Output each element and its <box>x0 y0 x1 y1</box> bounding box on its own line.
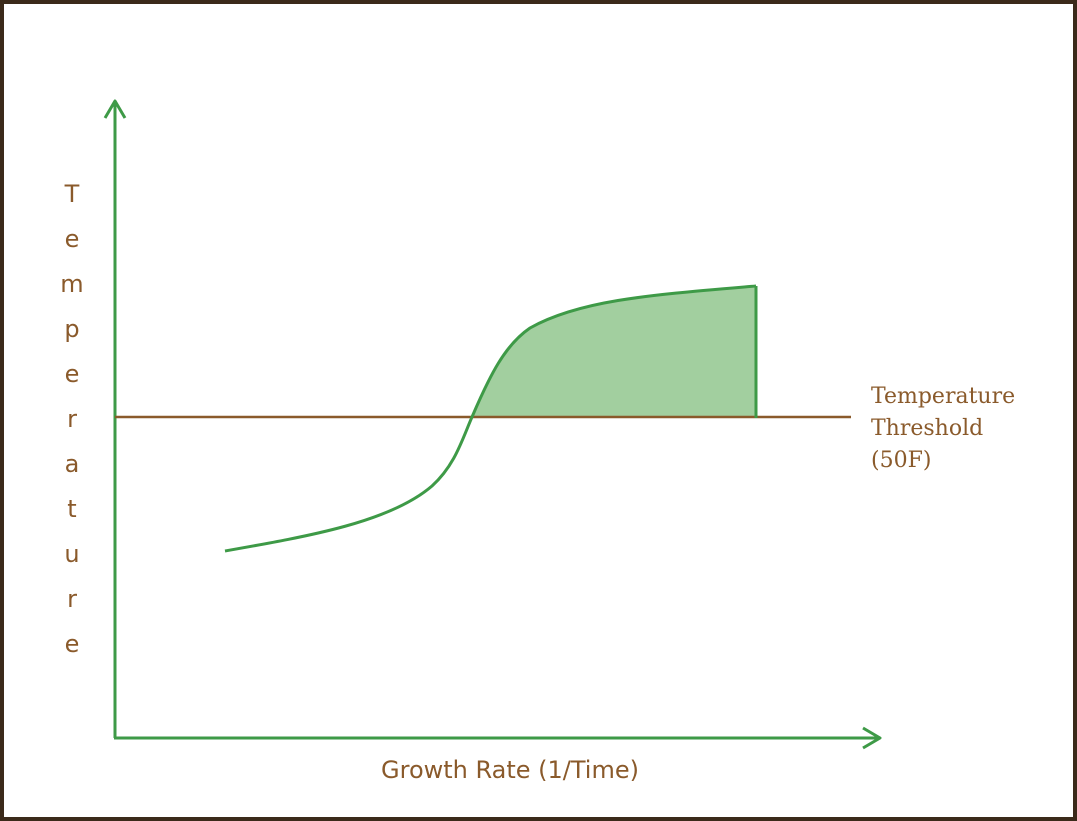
y-axis-label-letter: T <box>64 180 80 208</box>
y-axis-label-letter: m <box>60 270 84 298</box>
threshold-label-line1: Temperature <box>871 384 1016 409</box>
y-axis-label-letter: a <box>64 450 80 478</box>
x-axis-arrow-icon <box>862 726 882 750</box>
growth-curve <box>224 284 757 553</box>
threshold-label-line3: (50F) <box>871 448 932 473</box>
x-axis-label: Growth Rate (1/Time) <box>381 756 639 784</box>
y-axis-arrow-icon <box>103 99 127 119</box>
y-axis-label-letter: p <box>64 315 80 343</box>
y-axis-label-letter: u <box>64 540 80 568</box>
y-axis-label-letter: t <box>67 495 77 523</box>
y-axis-label-letter: e <box>64 225 80 253</box>
y-axis-label-letter: r <box>67 405 77 433</box>
y-axis-label-letter: r <box>67 585 77 613</box>
threshold-label-line2: Threshold <box>871 416 984 441</box>
y-axis-label-letter: e <box>64 630 80 658</box>
y-axis-label-letter: e <box>64 360 80 388</box>
threshold-label: Temperature Threshold (50F) <box>871 381 1071 477</box>
accumulated-area-fill <box>472 286 756 417</box>
